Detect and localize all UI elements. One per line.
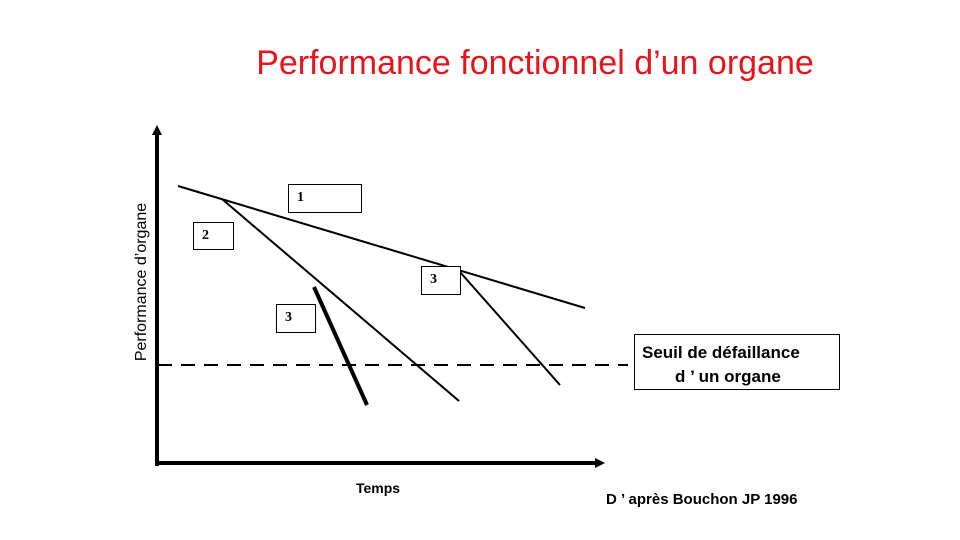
source-credit: D ’ après Bouchon JP 1996 [606, 491, 798, 508]
curve-label-3-acute: 3 [276, 304, 316, 333]
threshold-label-box: Seuil de défaillance d ’ un organe [634, 334, 840, 390]
threshold-label-line1: Seuil de défaillance [642, 343, 800, 362]
curve-2-accelerated-decline [221, 198, 460, 402]
slide-title: Performance fonctionnel d’un organe [256, 44, 814, 82]
y-axis-label: Performance d’organe [133, 202, 150, 362]
curve-1-normal-aging [177, 185, 586, 309]
curve-label-1: 1 [288, 184, 362, 213]
x-axis-label: Temps [356, 480, 401, 496]
threshold-label-line2: d ’ un organe [675, 367, 781, 386]
curve-label-3-late: 3 [421, 266, 461, 295]
curve-3-acute-drop [312, 286, 369, 406]
curve-3-late-decline [459, 271, 561, 386]
curve-label-2: 2 [193, 222, 234, 250]
